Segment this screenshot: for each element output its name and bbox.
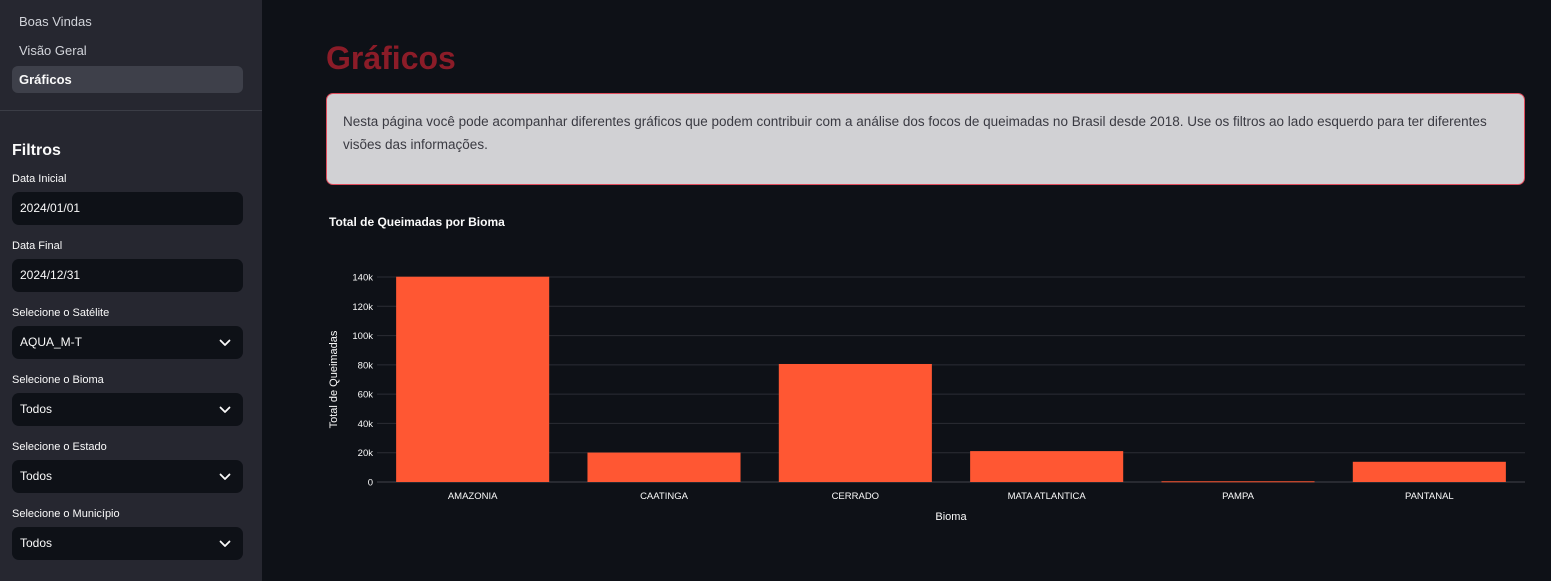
data-inicial-input[interactable]: 2024/01/01 — [12, 192, 243, 225]
satelite-value: AQUA_M-T — [20, 335, 83, 349]
y-tick-label: 100k — [352, 331, 373, 342]
sidebar-divider — [0, 110, 262, 111]
y-tick-label: 0 — [368, 478, 373, 489]
y-tick-label: 120k — [352, 302, 373, 313]
data-final-input[interactable]: 2024/12/31 — [12, 259, 243, 292]
x-axis-title: Bioma — [935, 511, 967, 523]
municipio-select[interactable]: Todos — [12, 527, 243, 560]
x-tick-label: PAMPA — [1222, 491, 1255, 502]
estado-label: Selecione o Estado — [12, 441, 107, 453]
sidebar: Boas Vindas Visão Geral Gráficos Filtros… — [0, 0, 262, 581]
info-box: Nesta página você pode acompanhar difere… — [326, 93, 1525, 185]
chevron-down-icon — [219, 527, 231, 560]
chart-title: Total de Queimadas por Bioma — [329, 215, 505, 229]
bar-cerrado — [778, 363, 932, 482]
nav-item-graficos[interactable]: Gráficos — [12, 66, 243, 93]
y-tick-label: 60k — [358, 390, 374, 401]
bar-caatinga — [587, 452, 741, 482]
bar-chart: 0 20k 40k 60k 80k 100k 120k 140k AMAZONIA CAATING… — [328, 273, 1525, 523]
y-tick-label: 20k — [358, 448, 374, 459]
nav-item-visao-geral[interactable]: Visão Geral — [19, 43, 87, 58]
municipio-value: Todos — [20, 536, 53, 550]
bioma-select[interactable]: Todos — [12, 393, 243, 426]
chart-container: Total de Queimadas por Bioma 0 20k 40k 60k 8… — [326, 205, 1526, 535]
nav-item-boas-vindas[interactable]: Boas Vindas — [19, 14, 92, 29]
estado-select[interactable]: Todos — [12, 460, 243, 493]
x-tick-label: PANTANAL — [1405, 491, 1454, 502]
estado-value: Todos — [20, 469, 53, 483]
municipio-label: Selecione o Município — [12, 508, 120, 520]
satelite-select[interactable]: AQUA_M-T — [12, 326, 243, 359]
bar-pantanal — [1352, 461, 1506, 482]
page-title: Gráficos — [326, 40, 456, 76]
y-axis-title: Total de Queimadas — [328, 330, 340, 428]
satelite-label: Selecione o Satélite — [12, 307, 110, 319]
bar-pampa — [1161, 481, 1315, 483]
bioma-label: Selecione o Bioma — [12, 374, 104, 386]
y-tick-label: 140k — [352, 273, 373, 284]
bioma-value: Todos — [20, 402, 53, 416]
data-final-label: Data Final — [12, 240, 63, 252]
x-tick-label: AMAZONIA — [448, 491, 498, 502]
x-tick-label: CERRADO — [832, 491, 880, 502]
x-tick-label: MATA ATLANTICA — [1008, 491, 1087, 502]
chevron-down-icon — [219, 460, 231, 493]
x-tick-label: CAATINGA — [640, 491, 689, 502]
main-content: Gráficos Nesta página você pode acompanh… — [262, 0, 1551, 581]
chevron-down-icon — [219, 326, 231, 359]
filters-title: Filtros — [12, 142, 61, 159]
chevron-down-icon — [219, 393, 231, 426]
bar-amazonia — [396, 276, 550, 482]
filters-panel: Filtros Data Inicial 2024/01/01 Data Fin… — [12, 142, 243, 574]
data-inicial-label: Data Inicial — [12, 173, 67, 185]
y-tick-label: 40k — [358, 419, 374, 430]
y-tick-label: 80k — [358, 360, 374, 371]
sidebar-nav: Boas Vindas Visão Geral Gráficos — [0, 0, 262, 93]
bar-mata-atlantica — [970, 451, 1124, 482]
